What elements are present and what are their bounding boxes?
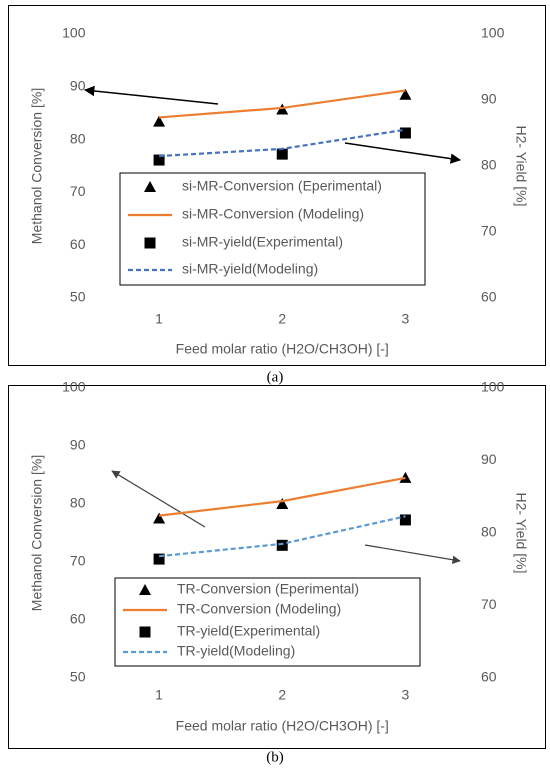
legend-label: TR-Conversion (Eperimental) [177,581,359,597]
x-tick-label: 1 [155,311,163,327]
legend-box [119,172,426,286]
y2-tick-label: 60 [481,669,497,685]
y-tick-label: 60 [70,236,86,252]
y2-tick-label: 70 [481,223,497,239]
x-tick-label: 3 [402,687,410,703]
y-tick-label: 100 [62,379,86,395]
y-axis-title: Methanol Conversion [%] [29,455,45,611]
panel-caption: (b) [266,749,284,765]
y2-axis-title: H2- Yield [%] [513,493,529,574]
y-tick-label: 90 [70,437,86,453]
y-tick-label: 60 [70,611,86,627]
y2-tick-label: 80 [481,524,497,540]
y2-tick-label: 80 [481,157,497,173]
data-point [399,471,412,483]
data-point [399,88,412,100]
x-tick-label: 2 [278,311,286,327]
legend-label: si-MR-yield(Experimental) [182,234,343,250]
legend-symbol [139,584,151,595]
legend-label: si-MR-Conversion (Modeling) [182,206,364,222]
y-tick-label: 50 [70,669,86,685]
x-tick-label: 3 [402,311,410,327]
x-axis-title: Feed molar ratio (H2O/CH3OH) [-] [176,341,389,357]
y-tick-label: 70 [70,553,86,569]
legend-label: si-MR-Conversion (Eperimental) [182,178,382,194]
y2-tick-label: 70 [481,596,497,612]
data-point [153,512,166,524]
x-tick-label: 1 [155,687,163,703]
annotation-arrow [111,470,206,528]
y-tick-label: 80 [70,130,86,146]
legend-symbol [144,181,156,192]
y-tick-label: 70 [70,183,86,199]
panel-frame [8,385,546,749]
legend-label: TR-yield(Modeling) [177,643,295,659]
annotation-arrow [364,544,461,564]
data-point [153,553,165,565]
data-point [276,539,288,551]
annotation-arrow [344,142,462,164]
y2-tick-label: 100 [481,25,505,41]
y2-tick-label: 90 [481,91,497,107]
legend-label: TR-yield(Experimental) [177,623,320,639]
series-line [158,89,406,119]
y-axis-title: Methanol Conversion [%] [29,88,45,244]
panel-caption: (a) [267,369,284,385]
legend-symbol [144,237,156,249]
y2-axis-title: H2- Yield [%] [513,126,529,207]
y-tick-label: 80 [70,495,86,511]
legend-label: si-MR-yield(Modeling) [182,261,318,277]
data-point [153,154,165,166]
y-tick-label: 50 [70,289,86,305]
y2-tick-label: 60 [481,289,497,305]
series-line [158,515,406,558]
y2-tick-label: 90 [481,451,497,467]
x-tick-label: 2 [278,687,286,703]
x-axis-title: Feed molar ratio (H2O/CH3OH) [-] [176,718,389,734]
data-point [399,127,411,139]
data-point [399,514,411,526]
legend-label: TR-Conversion (Modeling) [177,601,341,617]
data-point [276,148,288,160]
panel-frame [8,5,546,366]
y2-tick-label: 100 [481,379,505,395]
data-point [153,115,166,127]
data-point [276,498,289,509]
annotation-arrow [83,85,219,105]
legend-symbol [139,626,151,638]
series-line [159,128,406,158]
series-line [158,476,406,517]
y-tick-label: 100 [62,25,86,41]
y-tick-label: 90 [70,78,86,94]
